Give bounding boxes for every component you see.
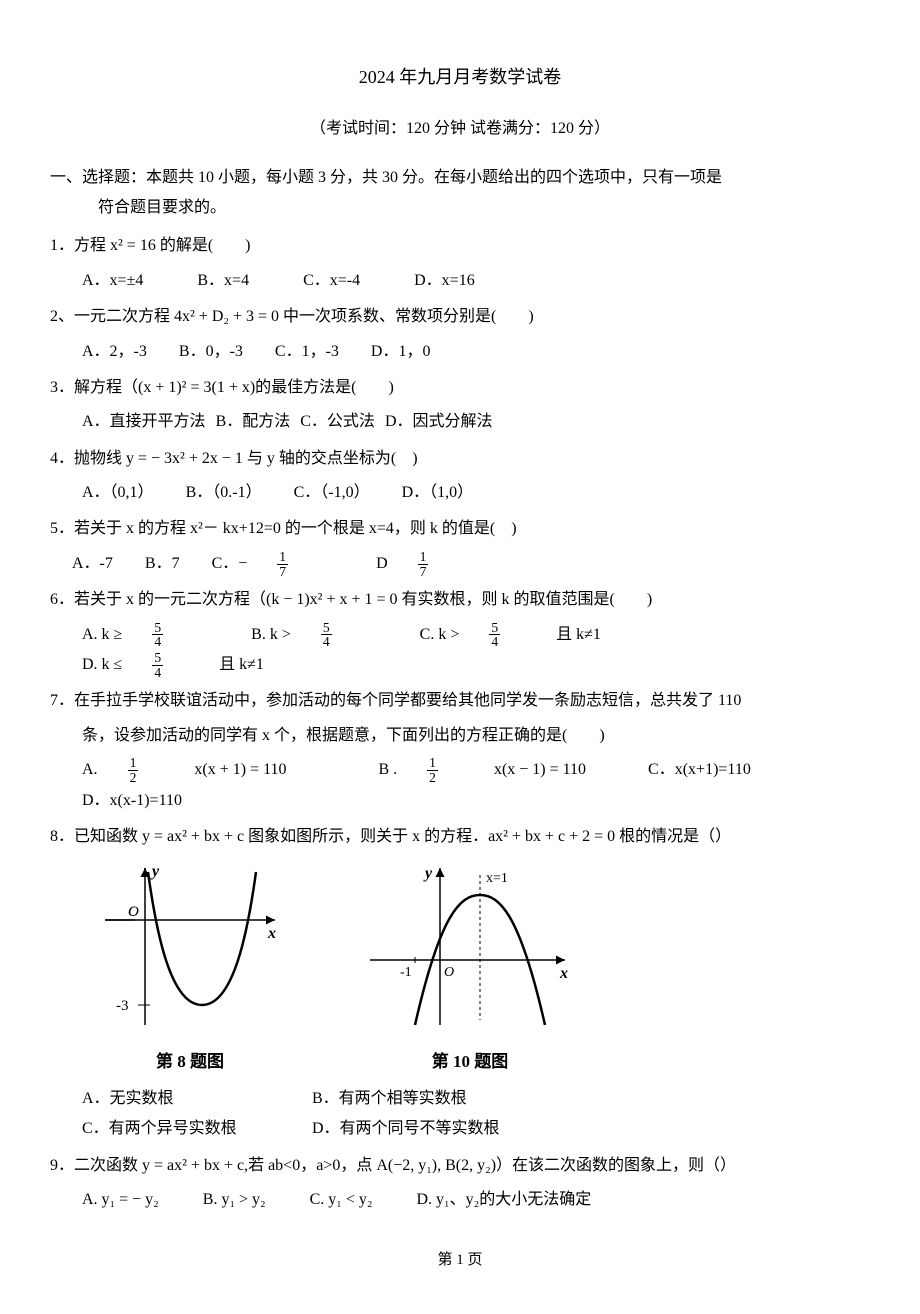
q9-opt-a: A. y₁ = − y₂ <box>82 1185 159 1215</box>
q5-opt-d: D17 <box>376 549 484 579</box>
q4-options: A．（0,1） B．（0.-1） C．（-1,0） D．（1,0） <box>50 478 870 508</box>
figure-10-label: 第 10 题图 <box>360 1046 580 1078</box>
section-1-line1: 一、选择题：本题共 10 小题，每小题 3 分，共 30 分。在每小题给出的四个… <box>50 163 870 193</box>
figure-10-svg: y x O x=1 -1 <box>360 860 580 1030</box>
q8-opt-b: B．有两个相等实数根 <box>312 1084 467 1114</box>
q7-opt-d: D．x(x-1)=110 <box>82 786 182 816</box>
fig10-origin: O <box>444 965 454 980</box>
q5-options: A．-7 B．7 C．−17 D17 <box>50 549 870 579</box>
q8-opt-c: C．有两个异号实数根 <box>82 1114 312 1144</box>
page-footer: 第 1 页 <box>50 1246 870 1275</box>
q3-opt-c: C．公式法 <box>300 407 375 437</box>
q2-options: A．2，-3 B．0，-3 C．1，-3 D．1，0 <box>50 337 870 367</box>
question-2: 2、一元二次方程 4x² + D₂ + 3 = 0 中一次项系数、常数项分别是(… <box>50 302 870 367</box>
fig10-xmark: -1 <box>400 965 412 980</box>
q8-text: 8．已知函数 y = ax² + bx + c 图象如图所示，则关于 x 的方程… <box>50 822 870 852</box>
section-1-header: 一、选择题：本题共 10 小题，每小题 3 分，共 30 分。在每小题给出的四个… <box>50 163 870 224</box>
q9-opt-d: D. y₁、y₂的大小无法确定 <box>416 1185 591 1215</box>
q7-opt-b: B .12x(x − 1) = 110 <box>378 755 614 785</box>
question-4: 4．抛物线 y = − 3x² + 2x − 1 与 y 轴的交点坐标为( ) … <box>50 444 870 509</box>
q6-opt-b: B. k > 54 <box>251 620 388 650</box>
q1-opt-d: D．x=16 <box>414 266 475 296</box>
q4-text: 4．抛物线 y = − 3x² + 2x − 1 与 y 轴的交点坐标为( ) <box>50 444 870 474</box>
figures-row: y x O y x O -3 第 8 题图 <box>50 860 870 1078</box>
figure-8-block: y x O y x O -3 第 8 题图 <box>90 860 290 1078</box>
q1-text: 1．方程 x² = 16 的解是( ) <box>50 231 870 261</box>
q5-opt-b: B．7 <box>145 549 180 579</box>
q2-opt-c: C．1，-3 <box>275 337 339 367</box>
q7-options: A.12x(x + 1) = 110 B .12x(x − 1) = 110 C… <box>50 755 870 816</box>
q6-options: A. k ≥ 54 B. k > 54 C. k > 54且 k≠1 D. k … <box>50 620 870 681</box>
q4-opt-d: D．（1,0） <box>402 478 474 508</box>
q1-opt-b: B．x=4 <box>197 266 249 296</box>
q8-opt-a: A．无实数根 <box>82 1084 312 1114</box>
svg-text:y: y <box>150 863 160 880</box>
q4-opt-a: A．（0,1） <box>82 478 154 508</box>
q3-text: 3．解方程（(x + 1)² = 3(1 + x)的最佳方法是( ) <box>50 373 870 403</box>
figure-10-block: y x O x=1 -1 第 10 题图 <box>360 860 580 1078</box>
q6-opt-c: C. k > 54且 k≠1 <box>420 620 629 650</box>
q4-opt-c: C．（-1,0） <box>294 478 370 508</box>
question-9: 9．二次函数 y = ax² + bx + c,若 ab<0，a>0，点 A(−… <box>50 1151 870 1216</box>
question-5: 5．若关于 x 的方程 x²－ kx+12=0 的一个根是 x=4，则 k 的值… <box>50 514 870 579</box>
q9-options: A. y₁ = − y₂ B. y₁ > y₂ C. y₁ < y₂ D. y₁… <box>50 1185 870 1215</box>
q7-opt-a: A.12x(x + 1) = 110 <box>82 755 314 785</box>
q8-opt-d: D．有两个同号不等实数根 <box>312 1114 500 1144</box>
question-3: 3．解方程（(x + 1)² = 3(1 + x)的最佳方法是( ) A．直接开… <box>50 373 870 438</box>
fig10-dash-label: x=1 <box>486 871 508 886</box>
svg-text:x: x <box>267 925 276 942</box>
question-6: 6．若关于 x 的一元二次方程（(k − 1)x² + x + 1 = 0 有实… <box>50 585 870 680</box>
q6-opt-d: D. k ≤ 54 且 k≠1 <box>82 650 292 680</box>
q3-opt-d: D．因式分解法 <box>385 407 493 437</box>
q2-opt-b: B．0，-3 <box>179 337 243 367</box>
q1-options: A．x=±4 B．x=4 C．x=-4 D．x=16 <box>50 266 870 296</box>
q6-opt-a: A. k ≥ 54 <box>82 620 219 650</box>
q9-opt-b: B. y₁ > y₂ <box>203 1185 266 1215</box>
question-7: 7．在手拉手学校联谊活动中，参加活动的每个同学都要给其他同学发一条励志短信，总共… <box>50 686 870 816</box>
exam-title: 2024 年九月月考数学试卷 <box>50 60 870 94</box>
q7-line2: 条，设参加活动的同学有 x 个，根据题意，下面列出的方程正确的是( ) <box>50 721 870 751</box>
fig10-y-label: y <box>423 865 433 882</box>
q6-text: 6．若关于 x 的一元二次方程（(k − 1)x² + x + 1 = 0 有实… <box>50 585 870 615</box>
fig10-x-label: x <box>559 965 568 982</box>
figure-8-label: 第 8 题图 <box>90 1046 290 1078</box>
svg-text:O: O <box>128 904 139 920</box>
q3-options: A．直接开平方法 B．配方法 C．公式法 D．因式分解法 <box>50 407 870 437</box>
q1-opt-c: C．x=-4 <box>303 266 360 296</box>
exam-subtitle: （考试时间：120 分钟 试卷满分：120 分） <box>50 114 870 144</box>
q5-opt-a: A．-7 <box>72 549 113 579</box>
q7-line1: 7．在手拉手学校联谊活动中，参加活动的每个同学都要给其他同学发一条励志短信，总共… <box>50 686 870 716</box>
section-1-line2: 符合题目要求的。 <box>50 193 870 223</box>
q2-opt-a: A．2，-3 <box>82 337 147 367</box>
q7-opt-c: C．x(x+1)=110 <box>648 755 751 785</box>
figure-8-svg: y x O y x O -3 <box>90 860 290 1030</box>
q5-text: 5．若关于 x 的方程 x²－ kx+12=0 的一个根是 x=4，则 k 的值… <box>50 514 870 544</box>
q9-text: 9．二次函数 y = ax² + bx + c,若 ab<0，a>0，点 A(−… <box>50 1151 870 1181</box>
q2-opt-d: D．1，0 <box>371 337 431 367</box>
fig8-ymark: -3 <box>116 998 129 1014</box>
q5-opt-c: C．−17 <box>212 549 345 579</box>
q4-opt-b: B．（0.-1） <box>186 478 262 508</box>
question-8: 8．已知函数 y = ax² + bx + c 图象如图所示，则关于 x 的方程… <box>50 822 870 1145</box>
q8-options: A．无实数根 B．有两个相等实数根 C．有两个异号实数根 D．有两个同号不等实数… <box>50 1084 870 1145</box>
q9-opt-c: C. y₁ < y₂ <box>310 1185 373 1215</box>
q1-opt-a: A．x=±4 <box>82 266 143 296</box>
q3-opt-a: A．直接开平方法 <box>82 407 206 437</box>
q2-text: 2、一元二次方程 4x² + D₂ + 3 = 0 中一次项系数、常数项分别是(… <box>50 302 870 332</box>
q3-opt-b: B．配方法 <box>216 407 291 437</box>
question-1: 1．方程 x² = 16 的解是( ) A．x=±4 B．x=4 C．x=-4 … <box>50 231 870 296</box>
